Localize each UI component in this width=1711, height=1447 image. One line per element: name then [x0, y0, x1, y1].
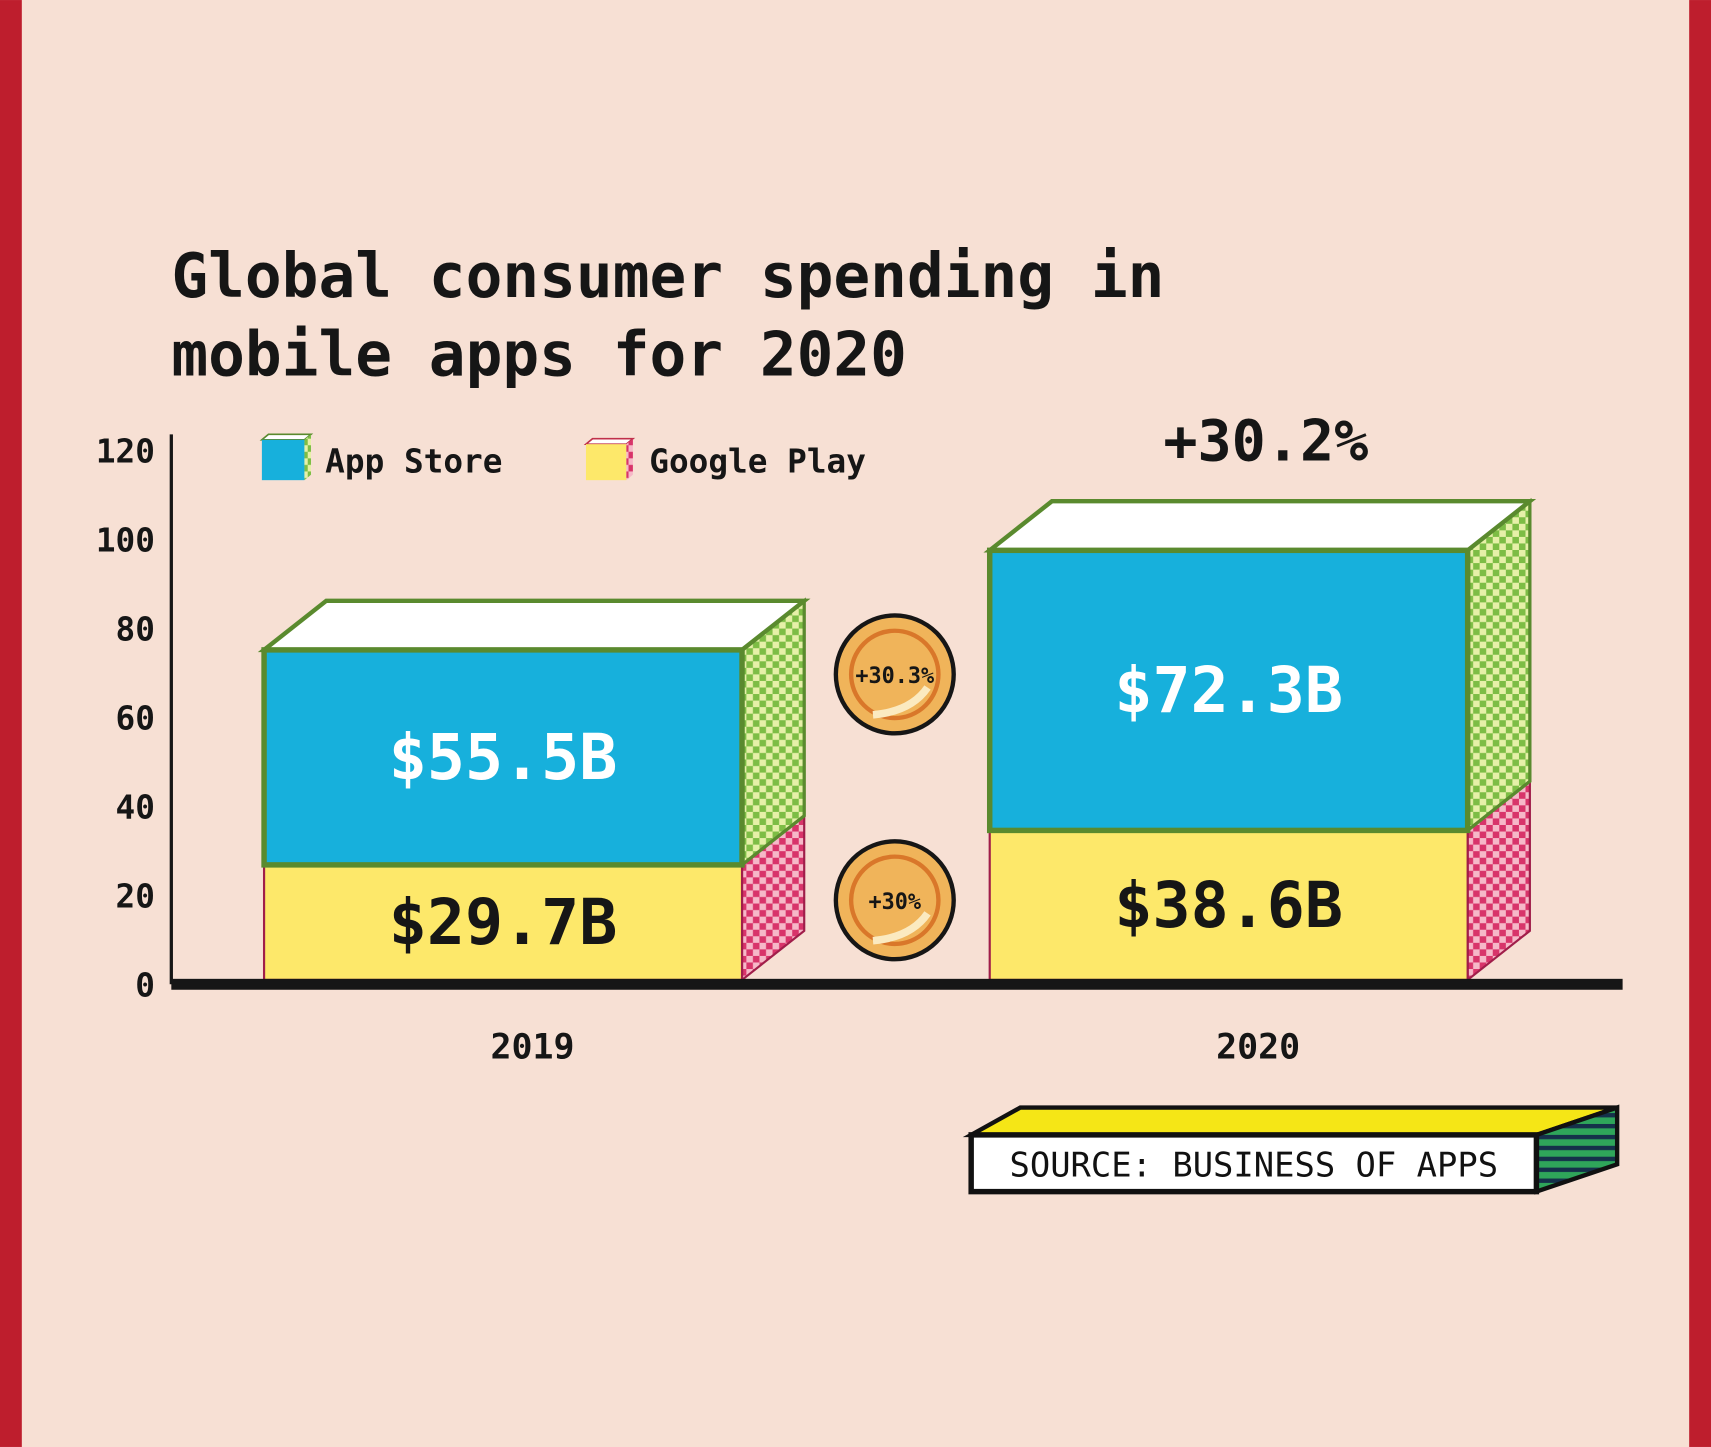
- y-tick-label: 0: [135, 966, 155, 1004]
- coin-app-store-growth: +30.3%: [833, 613, 956, 736]
- bar-top: [257, 598, 811, 653]
- y-tick-label: 120: [96, 433, 155, 471]
- left-frame-bar: [0, 0, 22, 1447]
- bar-top: [983, 499, 1537, 553]
- data-label-app-store-2019: $55.5B: [389, 720, 618, 794]
- y-tick-label: 60: [116, 700, 155, 738]
- right-frame-bar: [1689, 0, 1711, 1447]
- coin-label-google-play: +30%: [869, 890, 922, 915]
- y-tick-labels: 0 20 40 60 80 100 120: [96, 433, 155, 1005]
- bar-side-app-store: [1466, 497, 1532, 834]
- chart-title-line-2: mobile apps for 2020: [171, 319, 907, 390]
- x-axis-baseline: [171, 978, 1623, 990]
- coin-label-app-store: +30.3%: [855, 664, 934, 689]
- bar-group-2019: $29.7B $55.5B: [257, 597, 811, 983]
- bar-google-play-2020: [988, 829, 1469, 982]
- legend-label-google-play: Google Play: [649, 443, 866, 481]
- y-tick-label: 80: [116, 611, 155, 649]
- source-box: SOURCE: BUSINESS OF APPS: [962, 1104, 1620, 1195]
- bar-group-2020: $38.6B $72.3B: [983, 497, 1537, 983]
- chart-title-line-1: Global consumer spending in: [171, 241, 1164, 312]
- bar-app-store-2019: [261, 647, 745, 868]
- legend: App Store Google Play: [259, 433, 866, 481]
- legend-swatch-app-store: [259, 433, 314, 481]
- legend-swatch-google-play: [583, 437, 636, 481]
- y-tick-label: 100: [96, 522, 155, 560]
- bars: $29.7B $55.5B $38.6B $72.3B: [257, 497, 1537, 983]
- coin-google-play-growth: +30%: [833, 839, 956, 962]
- bar-google-play-2019: [262, 863, 744, 982]
- y-tick-label: 20: [116, 877, 155, 915]
- source-label: SOURCE: BUSINESS OF APPS: [1009, 1145, 1498, 1184]
- x-tick-label-2020: 2020: [1216, 1027, 1300, 1067]
- y-tick-label: 40: [116, 788, 155, 826]
- x-tick-label-2019: 2019: [490, 1027, 574, 1067]
- legend-label-app-store: App Store: [325, 443, 502, 481]
- data-label-app-store-2020: $72.3B: [1114, 653, 1343, 727]
- total-growth-annotation: +30.2%: [1163, 409, 1368, 475]
- data-label-google-play-2019: $29.7B: [389, 885, 618, 959]
- data-label-google-play-2020: $38.6B: [1114, 868, 1343, 942]
- bar-app-store-2020: [986, 547, 1471, 834]
